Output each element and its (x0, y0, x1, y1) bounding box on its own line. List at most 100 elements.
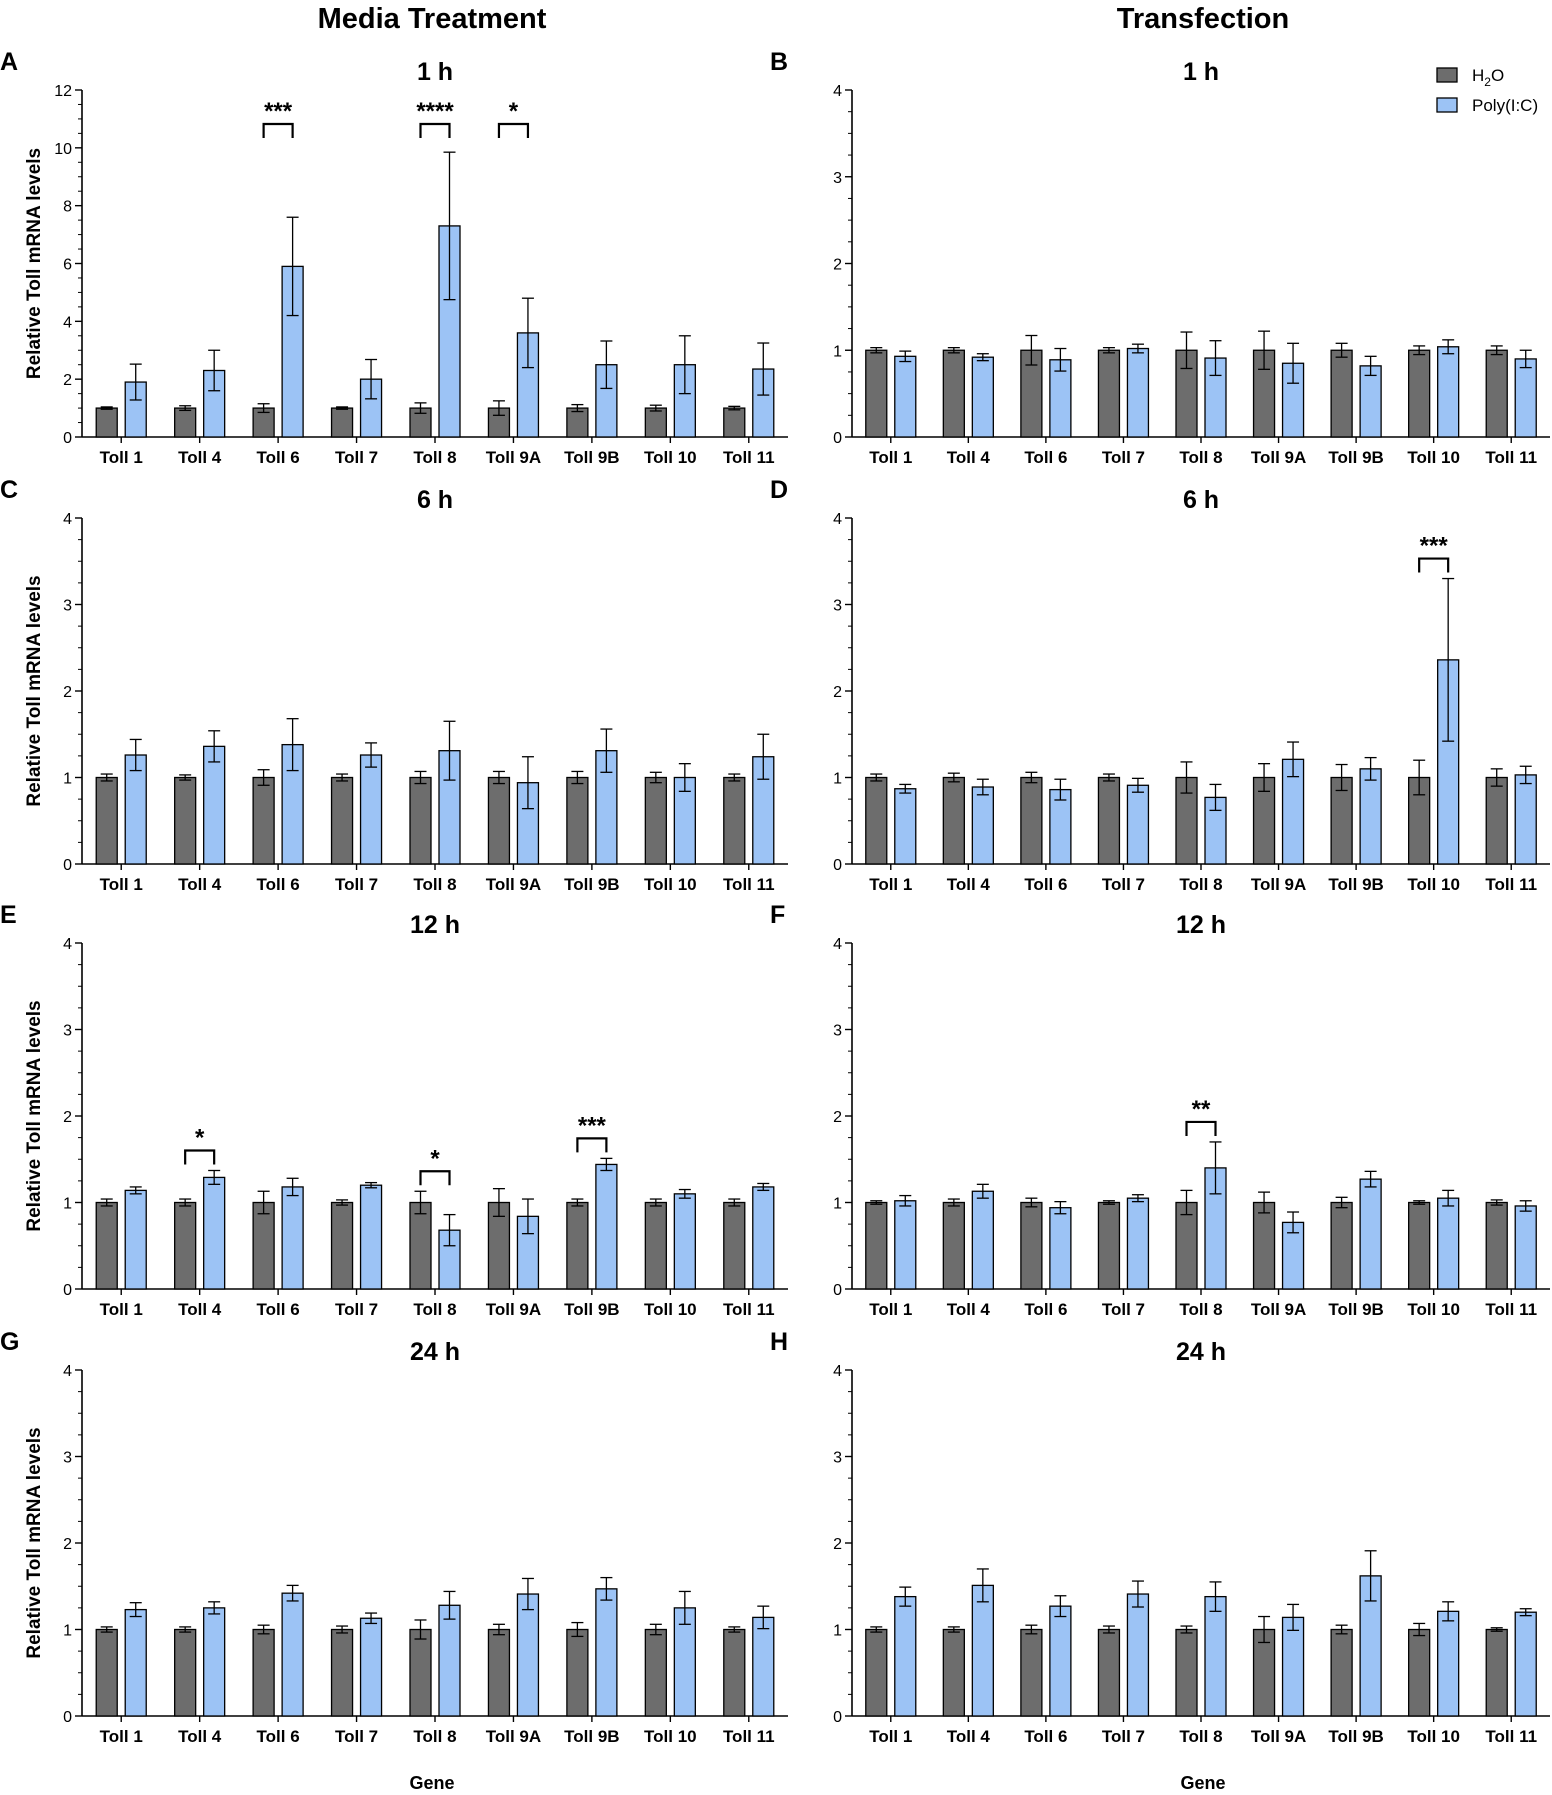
x-tick-label: Toll 4 (947, 1300, 991, 1319)
x-tick-label: Toll 9B (1328, 875, 1383, 894)
significance-bracket (576, 1137, 608, 1153)
panel-e: E 12 h Relative Toll mRNA levels 0 1 2 3 4 Toll … (0, 901, 788, 1319)
significance-label: ** (1192, 1096, 1211, 1123)
legend-label: Poly(I:C) (1472, 96, 1538, 115)
bar-polyic (359, 1617, 383, 1717)
panel-g: G 24 h Relative Toll mRNA levels 0 1 2 3 4 Toll … (0, 1328, 788, 1746)
x-tick-label: Toll 11 (723, 1300, 775, 1319)
y-tick-label: 0 (833, 857, 842, 874)
y-tick-label: 4 (833, 83, 842, 100)
x-tick-label: Toll 4 (178, 448, 222, 467)
panel-title: 6 h (1183, 486, 1219, 514)
y-tick-label: 4 (833, 1363, 842, 1380)
panel-title: 6 h (417, 486, 453, 514)
y-tick-label: 10 (54, 141, 72, 158)
bar-h2o (1020, 776, 1043, 865)
bar-h2o (1485, 1628, 1508, 1717)
bar-h2o (566, 776, 589, 865)
panel-a: A 1 h Relative Toll mRNA levels 0 2 4 6 8 10 12 To… (0, 48, 788, 467)
x-tick-label: Toll 6 (1024, 1300, 1067, 1319)
x-tick-label: Toll 7 (335, 448, 378, 467)
x-tick-label: Toll 1 (869, 448, 912, 467)
y-tick-label: 3 (833, 1450, 842, 1467)
legend-label-rest: O (1491, 66, 1504, 85)
x-tick-label: Toll 6 (1024, 448, 1067, 467)
significance-bracket (262, 122, 294, 138)
bar-polyic (1437, 1197, 1460, 1290)
bar-h2o (174, 1628, 197, 1717)
bar-h2o (566, 1628, 589, 1717)
panel-title: 24 h (410, 1338, 460, 1366)
x-tick-label: Toll 1 (100, 875, 143, 894)
y-tick-label: 0 (833, 430, 842, 447)
column-title-media: Media Treatment (318, 3, 547, 35)
bar-h2o (252, 776, 275, 865)
y-tick-label: 3 (63, 1023, 72, 1040)
y-tick-label: 0 (63, 1709, 72, 1726)
y-tick-label: 2 (63, 372, 72, 389)
y-tick-label: 0 (833, 1709, 842, 1726)
legend-swatch (1436, 67, 1458, 83)
x-tick-label: Toll 8 (1179, 448, 1222, 467)
x-tick-label: Toll 8 (413, 448, 456, 467)
bar-h2o (723, 776, 746, 865)
x-tick-label: Toll 1 (869, 1727, 912, 1746)
y-tick-label: 8 (63, 199, 72, 216)
x-tick-label: Toll 10 (644, 1300, 697, 1319)
bar-h2o (409, 1628, 432, 1717)
significance-label: * (195, 1124, 205, 1151)
bar-h2o (330, 776, 354, 865)
legend-label: H2O (1472, 66, 1504, 89)
x-tick-label: Toll 8 (1179, 1300, 1222, 1319)
bar-polyic (359, 1184, 383, 1290)
bar-h2o (566, 1201, 589, 1290)
bar-h2o (174, 1201, 197, 1290)
significance-bracket (497, 122, 530, 138)
bar-h2o (865, 1201, 888, 1290)
bar-h2o (723, 407, 746, 438)
x-tick-label: Toll 7 (1102, 1727, 1145, 1746)
bar-h2o (95, 407, 118, 438)
panel-title: 12 h (1176, 911, 1226, 939)
legend-label-main: Poly(I:C) (1472, 96, 1538, 115)
bar-h2o (865, 776, 888, 865)
bar-polyic (203, 745, 226, 865)
bar-polyic (752, 1616, 775, 1717)
bar-h2o (174, 407, 197, 438)
bar-h2o (95, 1201, 118, 1290)
x-tick-label: Toll 9A (1251, 1300, 1306, 1319)
y-tick-label: 4 (833, 936, 842, 953)
significance-bracket (1185, 1120, 1217, 1136)
y-axis-label: Relative Toll mRNA levels (24, 1000, 45, 1231)
bar-h2o (942, 1628, 965, 1717)
x-tick-label: Toll 10 (644, 448, 697, 467)
y-tick-label: 1 (833, 771, 842, 788)
bar-h2o (942, 349, 965, 438)
significance-label: *** (578, 1112, 607, 1139)
bar-polyic (673, 1193, 696, 1290)
y-tick-label: 0 (63, 1282, 72, 1299)
bar-polyic (894, 788, 917, 865)
bar-polyic (1437, 346, 1460, 438)
x-tick-label: Toll 7 (1102, 875, 1145, 894)
bar-polyic (894, 1200, 917, 1290)
bar-polyic (1514, 1205, 1537, 1290)
y-tick-label: 2 (63, 1536, 72, 1553)
panel-title: 24 h (1176, 1338, 1226, 1366)
significance-bracket (419, 1170, 451, 1186)
bar-h2o (1408, 1628, 1431, 1717)
y-tick-label: 1 (63, 771, 72, 788)
bar-h2o (644, 1628, 667, 1717)
y-tick-label: 1 (63, 1623, 72, 1640)
significance-label: **** (416, 98, 454, 125)
x-tick-label: Toll 1 (100, 448, 143, 467)
bar-h2o (1252, 1201, 1276, 1290)
x-tick-label: Toll 9B (1328, 448, 1383, 467)
x-tick-label: Toll 7 (1102, 448, 1145, 467)
y-tick-label: 1 (63, 1196, 72, 1213)
y-tick-label: 2 (833, 1536, 842, 1553)
x-tick-label: Toll 6 (257, 875, 300, 894)
legend-swatch (1436, 97, 1458, 113)
bar-h2o (865, 349, 888, 438)
